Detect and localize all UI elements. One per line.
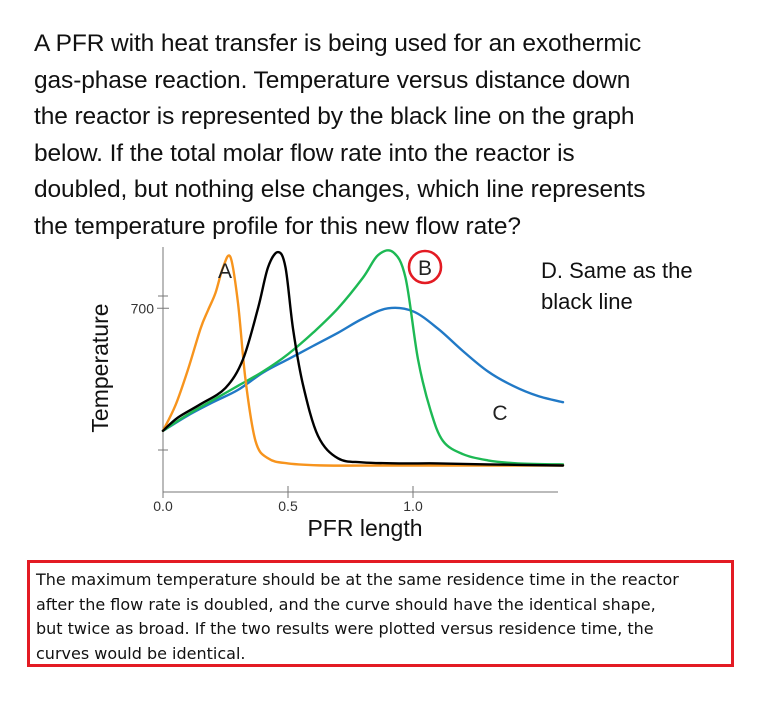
temperature-chart: 0.0 0.5 1.0 700 PFR length Temperature A B C <box>87 247 565 541</box>
question-text: A PFR with heat transfer is being used f… <box>34 26 754 245</box>
y-tick-label: 700 <box>131 300 155 316</box>
option-d-label: D. Same as the black line <box>541 255 741 317</box>
question-line: the reactor is represented by the black … <box>34 103 635 130</box>
question-line: below. If the total molar flow rate into… <box>34 139 575 167</box>
chart-labels: PFR length Temperature A B C <box>87 249 508 541</box>
curve-label-c: C <box>492 402 507 425</box>
explanation-line: after the flow rate is doubled, and the … <box>36 594 656 614</box>
option-d-line: D. Same as the <box>541 258 693 283</box>
chart-axes: 0.0 0.5 1.0 700 <box>131 247 558 514</box>
answer-circle <box>407 249 443 285</box>
x-tick-label: 0.0 <box>153 498 173 514</box>
explanation-line: curves would be identical. <box>36 643 246 663</box>
curve-label-b: B <box>418 257 432 280</box>
series-line-b <box>161 249 565 466</box>
explanation-line: The maximum temperature should be at the… <box>36 570 679 589</box>
series-line-a <box>161 254 565 467</box>
x-axis-title: PFR length <box>307 515 422 541</box>
curve-label-a: A <box>218 260 232 283</box>
chart-series <box>161 249 565 467</box>
question-line: doubled, but nothing else changes, which… <box>34 176 646 203</box>
x-tick-label: 1.0 <box>403 498 423 514</box>
x-tick-label: 0.5 <box>278 498 298 514</box>
y-axis-title: Temperature <box>87 303 113 432</box>
series-line-c <box>161 306 565 432</box>
question-line: gas-phase reaction. Temperature versus d… <box>34 66 631 94</box>
explanation-box: The maximum temperature should be at the… <box>27 560 734 667</box>
question-line: the temperature profile for this new flo… <box>34 212 521 240</box>
option-d-line: black line <box>541 289 633 314</box>
series-line-black <box>161 250 565 467</box>
question-line: A PFR with heat transfer is being used f… <box>34 30 642 57</box>
explanation-line: but twice as broad. If the two results w… <box>36 619 654 639</box>
